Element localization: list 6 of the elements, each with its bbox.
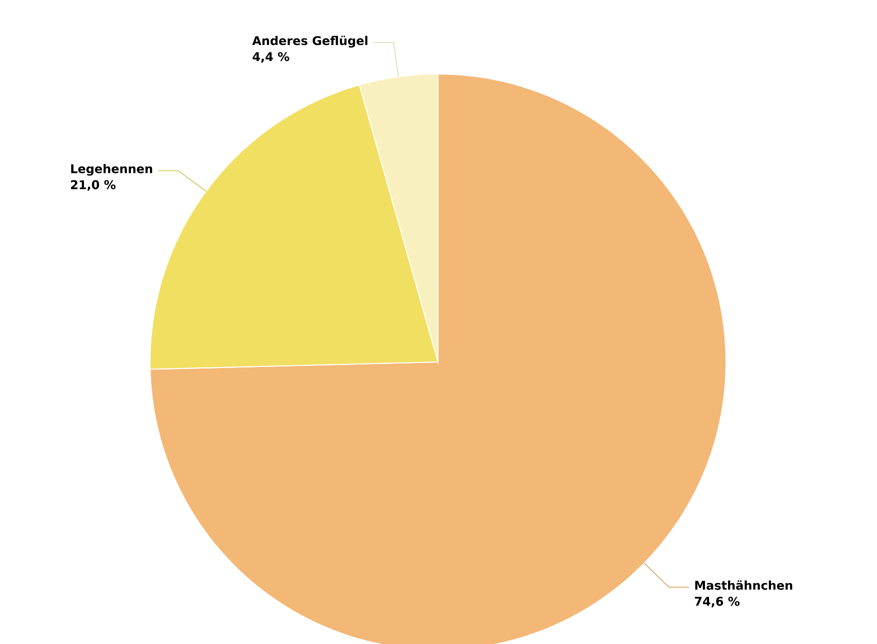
slice-label: Anderes Geflügel xyxy=(252,36,368,48)
data-label: 21,0 % xyxy=(71,180,116,191)
slice-label: Legehennen xyxy=(71,164,152,176)
slice-label: Masthähnchen xyxy=(695,580,792,590)
data-label: 4,4 % xyxy=(252,52,290,63)
data-label: 74,6 % xyxy=(694,596,740,608)
